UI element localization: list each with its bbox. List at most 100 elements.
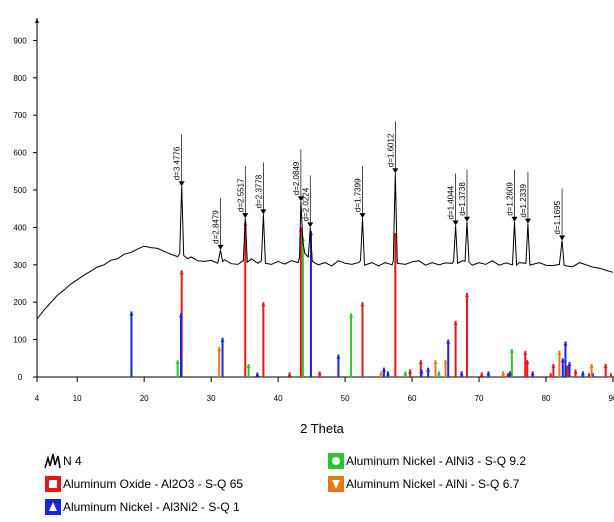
stick-head [563,341,568,346]
stick-head [573,369,578,374]
stick [403,371,408,377]
stick [360,302,365,377]
x-tick-label: 70 [475,394,484,403]
stick-head [179,270,184,275]
stick-head [349,313,354,318]
stick [567,362,572,377]
peak-label: d=1.6012 [386,133,395,167]
stick [551,363,556,377]
peak-label: d=1.7399 [354,178,363,212]
stick-head [453,320,458,325]
stick [589,363,594,377]
legend-entry: Aluminum Nickel - AlNi3 - S-Q 9.2 [328,453,526,469]
legend-icon [44,453,61,469]
peak-marker [452,220,459,226]
stick [446,339,451,377]
x-tick-label: 50 [341,394,350,403]
stick [175,360,180,377]
peak-marker [392,168,399,174]
stick-head [443,360,448,365]
legend-label: N 4 [63,454,82,468]
stick [379,371,384,377]
stick [509,348,514,377]
stick [217,347,222,377]
stick-head [486,371,491,376]
y-tick-label: 700 [13,111,27,120]
stick [464,292,469,377]
y-tick-label: 300 [13,261,27,270]
legend-entry: N 4 [44,453,82,469]
y-tick-label: 800 [13,74,27,83]
y-tick-label: 400 [13,223,27,232]
stick-head [179,313,183,318]
stick-head [317,371,322,376]
stick [603,363,608,377]
stick-head [565,365,570,370]
peak-label: d=2.0224 [301,187,310,221]
stick-head [426,367,431,372]
stick [385,371,390,377]
x-tick-label: 10 [73,394,82,403]
stick-head [459,371,464,376]
stick [501,371,506,377]
stick [419,369,424,377]
peak-label: d=3.4776 [173,146,182,180]
peak-marker [511,216,518,222]
peak-label: d=1.2609 [506,182,515,216]
peak-marker [178,181,185,187]
stick-head [336,354,341,359]
y-tick-label: 0 [18,373,23,382]
x-tick-label: 4 [35,394,40,403]
stick [261,302,266,377]
stick-head [403,371,408,376]
stick-head [603,363,608,368]
legend-symbol [332,480,340,489]
stick [443,360,448,377]
peak-label: d=1.3738 [458,182,467,216]
stick-head [220,337,225,342]
x-tick-label: 20 [140,394,149,403]
stick-head [479,372,484,377]
stick [586,373,591,378]
stick [507,371,512,377]
y-tick-label: 100 [13,336,27,345]
stick-head [418,360,423,365]
y-tick-label: 200 [13,298,27,307]
stick-head [379,371,384,376]
peak-marker [242,213,249,219]
stick-head [408,369,413,374]
stick-head [523,350,528,355]
stick [560,358,565,377]
peak-label: d=2.0849 [292,161,301,195]
stick-head [507,371,512,376]
peak-label: d=1.4044 [447,185,456,219]
stick-head [464,292,469,297]
stick [573,369,578,377]
legend-label: Aluminum Oxide - Al2O3 - S-Q 65 [63,477,243,491]
stick-head [525,360,530,365]
stick-head [261,302,266,307]
stick [548,373,553,378]
stick-head [551,363,556,368]
stick [436,371,441,377]
stick [426,367,431,377]
stick-head [589,363,594,368]
stick-head [505,373,510,378]
stick [179,313,183,377]
stick-head [548,373,553,378]
stick [220,337,225,377]
peak-marker [297,196,304,202]
pattern-line [36,173,614,320]
x-tick-label: 40 [274,394,283,403]
peak-marker [359,213,366,219]
peak-marker [217,244,224,250]
x-tick-label: 80 [542,394,551,403]
legend-label: Aluminum Nickel - Al3Ni2 - S-Q 1 [63,500,240,514]
stick [349,313,354,377]
legend-symbol [332,457,340,465]
stick [557,350,562,377]
legend-entry: Aluminum Nickel - Al3Ni2 - S-Q 1 [45,499,240,515]
y-tick-label: 600 [13,149,27,158]
legend-entry: Aluminum Nickel - AlNi - S-Q 6.7 [328,476,520,492]
stick-head [246,363,251,368]
